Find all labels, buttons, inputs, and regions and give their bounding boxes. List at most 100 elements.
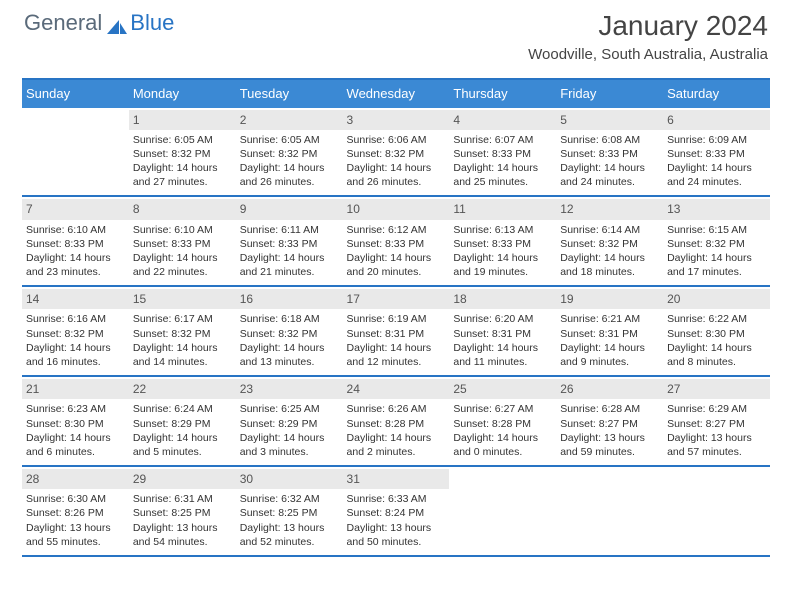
day-info-d2: and 16 minutes. [26, 355, 125, 369]
day-info-sr: Sunrise: 6:29 AM [667, 402, 766, 416]
day-cell: 21Sunrise: 6:23 AMSunset: 8:30 PMDayligh… [22, 377, 129, 465]
day-info-ss: Sunset: 8:31 PM [347, 327, 446, 341]
day-info-sr: Sunrise: 6:24 AM [133, 402, 232, 416]
day-info-d2: and 13 minutes. [240, 355, 339, 369]
week-row: 1Sunrise: 6:05 AMSunset: 8:32 PMDaylight… [22, 108, 770, 198]
day-info-ss: Sunset: 8:32 PM [667, 237, 766, 251]
day-info-ss: Sunset: 8:33 PM [347, 237, 446, 251]
day-info-ss: Sunset: 8:32 PM [133, 327, 232, 341]
day-number: 29 [129, 469, 236, 489]
day-cell: 23Sunrise: 6:25 AMSunset: 8:29 PMDayligh… [236, 377, 343, 465]
weekday-header: Sunday [22, 80, 129, 108]
day-info-d1: Daylight: 13 hours [667, 431, 766, 445]
day-number: 17 [343, 289, 450, 309]
day-cell: 6 Sunrise: 6:09 AMSunset: 8:33 PMDaylight… [663, 108, 770, 196]
day-info-ss: Sunset: 8:32 PM [26, 327, 125, 341]
day-info-ss: Sunset: 8:27 PM [560, 417, 659, 431]
day-cell: 24Sunrise: 6:26 AMSunset: 8:28 PMDayligh… [343, 377, 450, 465]
day-info-ss: Sunset: 8:33 PM [560, 147, 659, 161]
day-info-d1: Daylight: 14 hours [560, 161, 659, 175]
day-cell: 22Sunrise: 6:24 AMSunset: 8:29 PMDayligh… [129, 377, 236, 465]
day-info-d2: and 26 minutes. [240, 175, 339, 189]
day-info-sr: Sunrise: 6:13 AM [453, 223, 552, 237]
day-info-sr: Sunrise: 6:26 AM [347, 402, 446, 416]
day-number: 2 [236, 110, 343, 130]
day-info-d1: Daylight: 13 hours [347, 521, 446, 535]
day-info-d2: and 57 minutes. [667, 445, 766, 459]
day-info-d1: Daylight: 13 hours [560, 431, 659, 445]
day-info-d2: and 14 minutes. [133, 355, 232, 369]
day-cell: 16Sunrise: 6:18 AMSunset: 8:32 PMDayligh… [236, 287, 343, 375]
day-info-d2: and 12 minutes. [347, 355, 446, 369]
day-info-d1: Daylight: 14 hours [560, 251, 659, 265]
day-cell: 19Sunrise: 6:21 AMSunset: 8:31 PMDayligh… [556, 287, 663, 375]
day-info-d2: and 2 minutes. [347, 445, 446, 459]
day-info-d1: Daylight: 14 hours [240, 161, 339, 175]
day-info-sr: Sunrise: 6:16 AM [26, 312, 125, 326]
day-number: 1 [129, 110, 236, 130]
day-info-d2: and 9 minutes. [560, 355, 659, 369]
day-info-sr: Sunrise: 6:05 AM [133, 133, 232, 147]
day-number: 15 [129, 289, 236, 309]
day-info-d2: and 5 minutes. [133, 445, 232, 459]
page-title: January 2024 [528, 10, 768, 42]
day-info-d1: Daylight: 14 hours [240, 251, 339, 265]
day-info-d1: Daylight: 13 hours [240, 521, 339, 535]
day-number: 4 [449, 110, 556, 130]
day-number: 7 [22, 199, 129, 219]
logo-text-general: General [24, 10, 102, 36]
day-info-ss: Sunset: 8:25 PM [133, 506, 232, 520]
day-cell: 29Sunrise: 6:31 AMSunset: 8:25 PMDayligh… [129, 467, 236, 555]
day-cell [22, 108, 129, 196]
day-number: 24 [343, 379, 450, 399]
day-info-sr: Sunrise: 6:18 AM [240, 312, 339, 326]
day-number: 8 [129, 199, 236, 219]
day-info-d1: Daylight: 14 hours [240, 431, 339, 445]
day-info-d1: Daylight: 14 hours [667, 161, 766, 175]
day-info-d1: Daylight: 14 hours [347, 251, 446, 265]
day-number: 6 [663, 110, 770, 130]
day-info-ss: Sunset: 8:30 PM [667, 327, 766, 341]
day-info-sr: Sunrise: 6:30 AM [26, 492, 125, 506]
day-info-d1: Daylight: 14 hours [26, 341, 125, 355]
day-number: 25 [449, 379, 556, 399]
day-info-sr: Sunrise: 6:07 AM [453, 133, 552, 147]
day-cell: 15Sunrise: 6:17 AMSunset: 8:32 PMDayligh… [129, 287, 236, 375]
day-info-d2: and 24 minutes. [560, 175, 659, 189]
day-info-ss: Sunset: 8:33 PM [453, 147, 552, 161]
day-info-sr: Sunrise: 6:15 AM [667, 223, 766, 237]
day-info-d2: and 3 minutes. [240, 445, 339, 459]
day-info-d1: Daylight: 14 hours [347, 431, 446, 445]
day-info-sr: Sunrise: 6:20 AM [453, 312, 552, 326]
day-info-d2: and 59 minutes. [560, 445, 659, 459]
day-info-sr: Sunrise: 6:22 AM [667, 312, 766, 326]
week-row: 21Sunrise: 6:23 AMSunset: 8:30 PMDayligh… [22, 377, 770, 467]
day-info-d1: Daylight: 14 hours [560, 341, 659, 355]
day-info-d2: and 24 minutes. [667, 175, 766, 189]
day-info-d1: Daylight: 14 hours [453, 251, 552, 265]
day-cell: 7Sunrise: 6:10 AMSunset: 8:33 PMDaylight… [22, 197, 129, 285]
day-number: 23 [236, 379, 343, 399]
day-cell: 31Sunrise: 6:33 AMSunset: 8:24 PMDayligh… [343, 467, 450, 555]
logo-sail-icon [106, 15, 128, 31]
day-info-sr: Sunrise: 6:27 AM [453, 402, 552, 416]
day-number: 21 [22, 379, 129, 399]
day-number: 14 [22, 289, 129, 309]
day-info-sr: Sunrise: 6:10 AM [26, 223, 125, 237]
day-number: 12 [556, 199, 663, 219]
day-cell: 5Sunrise: 6:08 AMSunset: 8:33 PMDaylight… [556, 108, 663, 196]
week-row: 14Sunrise: 6:16 AMSunset: 8:32 PMDayligh… [22, 287, 770, 377]
day-info-sr: Sunrise: 6:19 AM [347, 312, 446, 326]
day-info-ss: Sunset: 8:25 PM [240, 506, 339, 520]
day-cell: 30Sunrise: 6:32 AMSunset: 8:25 PMDayligh… [236, 467, 343, 555]
day-info-d1: Daylight: 14 hours [133, 251, 232, 265]
day-info-ss: Sunset: 8:33 PM [667, 147, 766, 161]
day-info-ss: Sunset: 8:28 PM [453, 417, 552, 431]
day-cell: 17Sunrise: 6:19 AMSunset: 8:31 PMDayligh… [343, 287, 450, 375]
day-info-sr: Sunrise: 6:06 AM [347, 133, 446, 147]
day-info-ss: Sunset: 8:33 PM [240, 237, 339, 251]
day-info-d1: Daylight: 14 hours [347, 161, 446, 175]
day-info-d2: and 20 minutes. [347, 265, 446, 279]
day-info-sr: Sunrise: 6:09 AM [667, 133, 766, 147]
day-info-d1: Daylight: 14 hours [240, 341, 339, 355]
